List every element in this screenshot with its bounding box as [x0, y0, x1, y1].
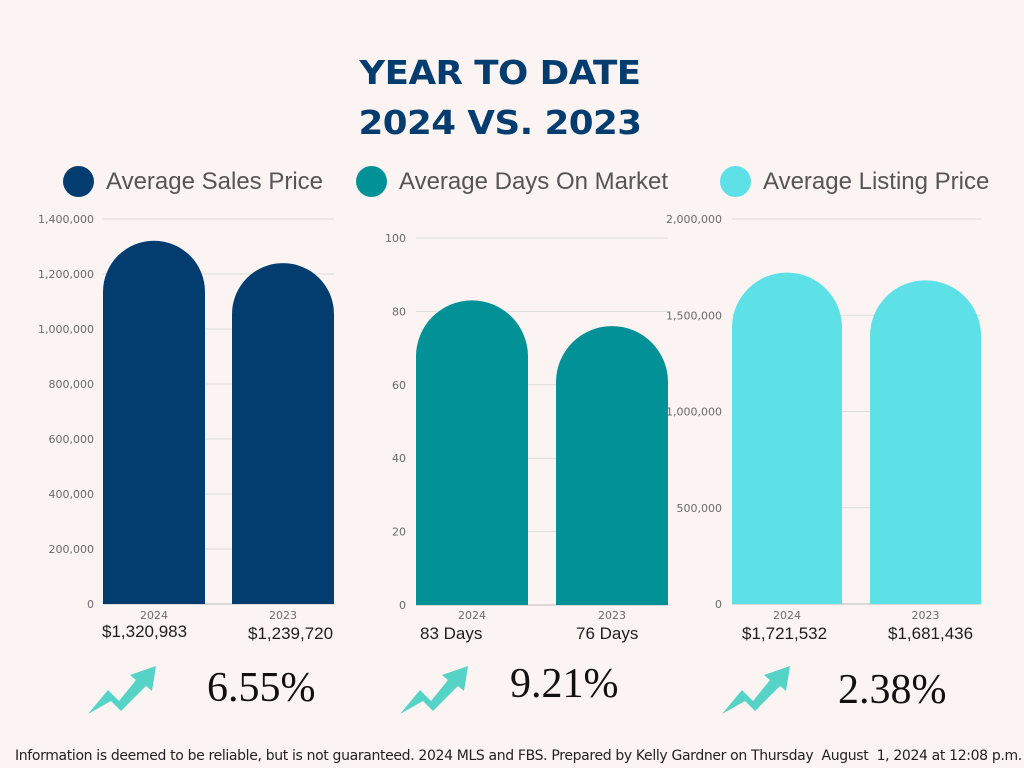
bar-2023	[232, 263, 334, 604]
y-tick-label: 1,000,000	[38, 323, 94, 336]
legend-label: Average Listing Price	[763, 167, 990, 195]
title-line-1: YEAR TO DATE	[359, 53, 641, 92]
legend-label: Average Days On Market	[399, 167, 669, 195]
legend-item-listing-price: Average Listing Price	[720, 166, 989, 197]
trend-up-arrow-icon	[400, 666, 468, 714]
y-tick-label: 200,000	[49, 543, 95, 556]
y-tick-label: 1,400,000	[38, 213, 94, 226]
x-category-label: 2024	[458, 609, 486, 622]
bar-2023	[556, 326, 668, 605]
legend-dot-icon	[356, 166, 387, 197]
trend-up-arrow-icon	[722, 666, 790, 714]
y-tick-label: 40	[392, 452, 406, 465]
y-tick-label: 0	[87, 598, 94, 611]
legend-dot-icon	[720, 166, 751, 197]
days-on-market-change: 9.21%	[510, 661, 619, 707]
bar-2024	[103, 240, 205, 605]
bar-value-label: 76 Days	[576, 624, 638, 643]
y-tick-label: 1,000,000	[666, 406, 722, 419]
y-tick-label: 1,200,000	[38, 268, 94, 281]
y-tick-label: 0	[399, 599, 406, 612]
x-category-label: 2023	[912, 609, 940, 622]
bar-value-label: $1,721,532	[742, 624, 827, 643]
x-category-label: 2023	[598, 609, 626, 622]
y-tick-label: 400,000	[49, 488, 95, 501]
y-tick-label: 60	[392, 379, 406, 392]
y-tick-label: 600,000	[49, 433, 95, 446]
y-tick-label: 1,500,000	[666, 309, 722, 322]
bar-2023	[870, 280, 981, 604]
y-tick-label: 800,000	[49, 378, 95, 391]
trend-up-arrow-icon	[88, 666, 156, 714]
title-line-2: 2024 VS. 2023	[358, 103, 643, 142]
y-tick-label: 80	[392, 305, 406, 318]
y-tick-label: 0	[715, 598, 722, 611]
legend-item-days-on-market: Average Days On Market	[356, 166, 668, 197]
y-tick-label: 100	[385, 232, 406, 245]
bar-2024	[732, 272, 842, 604]
bar-value-label: 83 Days	[420, 624, 482, 643]
y-tick-label: 20	[392, 526, 406, 539]
y-tick-label: 500,000	[677, 502, 723, 515]
bar-value-label: $1,681,436	[888, 624, 973, 643]
bar-value-label: $1,239,720	[248, 624, 333, 643]
legend-dot-icon	[63, 166, 94, 197]
x-category-label: 2024	[140, 609, 168, 622]
sales-price-change: 6.55%	[207, 665, 316, 711]
bar-2024	[416, 300, 528, 605]
legend-label: Average Sales Price	[106, 167, 324, 195]
listing-price-change: 2.38%	[838, 667, 947, 713]
x-category-label: 2023	[269, 609, 297, 622]
x-category-label: 2024	[773, 609, 801, 622]
y-tick-label: 2,000,000	[666, 213, 722, 226]
bar-value-label: $1,320,983	[102, 622, 187, 641]
legend-item-sales-price: Average Sales Price	[63, 166, 323, 197]
disclaimer-footer: Information is deemed to be reliable, bu…	[15, 748, 1022, 764]
